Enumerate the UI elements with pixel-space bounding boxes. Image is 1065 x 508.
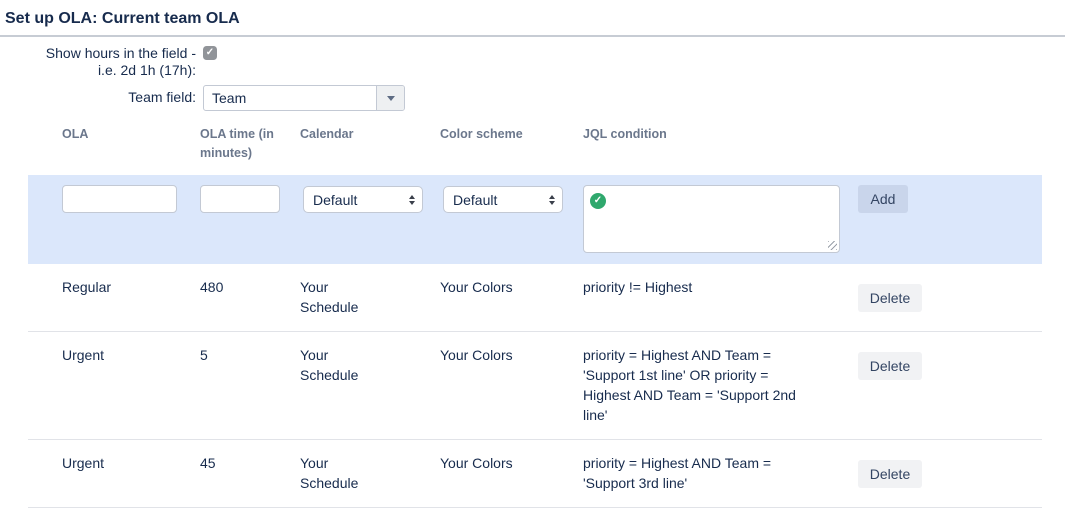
table-header-row: OLA OLA time (in minutes) Calendar Color… [28, 125, 1042, 175]
team-field-label: Team field: [128, 89, 196, 105]
ola-name-cell: Regular [62, 279, 112, 295]
page-title: Set up OLA: Current team OLA [0, 9, 1065, 37]
delete-button[interactable]: Delete [858, 284, 922, 312]
color-scheme-cell: Your Colors [440, 455, 513, 471]
column-header-ola: OLA [62, 127, 89, 141]
show-hours-checkbox[interactable] [203, 46, 217, 60]
ola-name-cell: Urgent [62, 347, 105, 363]
color-scheme-select[interactable]: Default [443, 186, 563, 213]
column-header-jql: JQL condition [583, 127, 667, 141]
color-scheme-cell: Your Colors [440, 347, 513, 363]
show-hours-label-line1: Show hours in the field - [45, 45, 196, 61]
calendar-cell: Your Schedule [300, 347, 359, 383]
ola-name-input[interactable] [62, 185, 177, 213]
ola-options-form: Show hours in the field - i.e. 2d 1h (17… [0, 45, 1065, 111]
ola-row-urgent-45: Urgent 45 Your Schedule Your Colors prio… [28, 440, 1042, 508]
team-field-row: Team field: Team [0, 85, 1065, 111]
column-header-ola-time: OLA time (in minutes) [200, 127, 274, 160]
ola-name-cell: Urgent [62, 455, 105, 471]
calendar-select[interactable]: Default [303, 186, 423, 213]
chevron-down-icon [386, 95, 395, 101]
add-button[interactable]: Add [858, 185, 908, 213]
ola-row-regular: Regular 480 Your Schedule Your Colors pr… [28, 264, 1042, 332]
calendar-cell: Your Schedule [300, 455, 359, 491]
ola-time-cell: 5 [200, 347, 208, 363]
calendar-cell: Your Schedule [300, 279, 359, 315]
team-field-dropdown-button[interactable] [376, 86, 404, 110]
team-field-selected-value: Team [212, 90, 247, 106]
jql-condition-textarea[interactable] [583, 185, 840, 253]
show-hours-label-line2: i.e. 2d 1h (17h): [97, 62, 196, 78]
jql-valid-check-circle-icon [590, 193, 606, 209]
column-header-color-scheme: Color scheme [440, 127, 523, 141]
calendar-selected-value: Default [313, 191, 358, 208]
select-stepper-icon [409, 194, 415, 205]
color-scheme-cell: Your Colors [440, 279, 513, 295]
color-scheme-selected-value: Default [453, 191, 498, 208]
ola-time-input[interactable] [200, 185, 280, 213]
delete-button[interactable]: Delete [858, 460, 922, 488]
show-hours-label: Show hours in the field - i.e. 2d 1h (17… [0, 45, 196, 79]
jql-condition-cell: priority = Highest AND Team = 'Support 3… [583, 455, 772, 491]
team-field-select[interactable]: Team [203, 85, 405, 111]
select-stepper-icon [549, 194, 555, 205]
ola-time-cell: 480 [200, 279, 224, 295]
show-hours-row: Show hours in the field - i.e. 2d 1h (17… [0, 45, 1065, 79]
jql-condition-cell: priority != Highest [583, 279, 693, 295]
column-header-calendar: Calendar [300, 127, 354, 141]
jql-condition-cell: priority = Highest AND Team = 'Support 1… [583, 347, 796, 423]
ola-time-cell: 45 [200, 455, 216, 471]
textarea-resize-grip-icon[interactable] [828, 241, 837, 250]
ola-row-urgent-5: Urgent 5 Your Schedule Your Colors prior… [28, 332, 1042, 440]
ola-table: OLA OLA time (in minutes) Calendar Color… [28, 125, 1042, 508]
delete-button[interactable]: Delete [858, 352, 922, 380]
add-ola-row: Default Default Add [28, 175, 1042, 264]
